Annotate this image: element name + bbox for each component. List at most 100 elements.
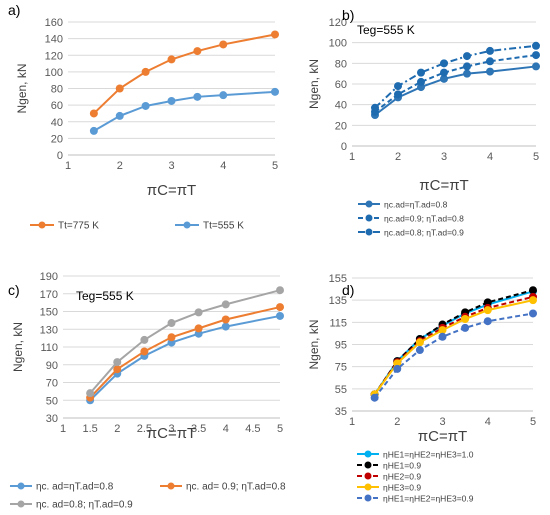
legend-swatch-marker	[38, 221, 46, 229]
panel-label: c)	[8, 282, 20, 298]
data-point	[529, 309, 537, 318]
x-tick-label: 5	[533, 151, 539, 163]
data-point	[276, 303, 284, 312]
x-tick-label: 1	[65, 160, 71, 172]
y-tick-label: 120	[45, 50, 63, 62]
x-tick-label: 3.5	[191, 423, 206, 435]
series-line-5	[373, 312, 534, 399]
data-point	[463, 69, 471, 78]
legend-swatch-marker	[365, 214, 373, 222]
y-tick-label: 55	[335, 384, 347, 396]
y-tick-label: 70	[46, 378, 58, 390]
series-line-3	[373, 295, 534, 395]
data-point	[140, 335, 149, 344]
x-tick-label: 4.5	[245, 423, 260, 435]
y-tick-label: 90	[46, 360, 58, 372]
data-point	[167, 96, 176, 105]
y-tick-label: 50	[46, 395, 58, 407]
x-tick-label: 4	[223, 423, 229, 435]
data-point	[271, 87, 279, 96]
y-tick-label: 80	[335, 58, 347, 70]
data-point	[167, 319, 176, 328]
y-tick-label: 30	[46, 413, 58, 425]
panel-label: a)	[8, 2, 20, 18]
x-tick-label: 1	[349, 151, 355, 163]
y-tick-label: 95	[335, 340, 347, 352]
y-tick-label: 160	[45, 17, 63, 29]
x-tick-label: 3	[168, 423, 174, 435]
data-point	[417, 77, 425, 86]
legend-entry: ηc.ad=0.8; ηT.ad=0.9	[384, 228, 464, 238]
x-axis-title: πC=πT	[147, 182, 196, 199]
y-tick-label: 120	[329, 17, 347, 29]
legend-swatch-marker	[167, 482, 175, 490]
legend-swatch-marker	[364, 483, 372, 491]
data-point	[194, 308, 203, 317]
data-point	[141, 101, 150, 110]
y-tick-label: 20	[335, 120, 347, 132]
x-tick-label: 2.5	[137, 423, 152, 435]
y-tick-label: 190	[40, 271, 58, 283]
data-point	[440, 68, 448, 77]
legend-entry: ηc. ad= 0.9; ηT.ad=0.8	[186, 482, 286, 493]
chart-panel-2: 0 20 40 60 80 100 120 1 2 3 4 5 Ngen, kN πC=πT b)Teg=5…	[307, 7, 540, 238]
y-tick-label: 155	[329, 273, 347, 285]
x-tick-label: 2	[395, 151, 401, 163]
x-tick-label: 3	[441, 151, 447, 163]
legend-entry: ηHE1=0.9	[383, 461, 421, 471]
data-point	[529, 296, 537, 305]
data-point	[89, 126, 98, 135]
y-tick-label: 75	[335, 362, 347, 374]
y-tick-label: 35	[335, 406, 347, 418]
data-point	[371, 103, 379, 112]
legend-entry: Tt=555 K	[203, 221, 244, 232]
data-point	[529, 286, 537, 295]
data-point	[415, 346, 424, 355]
legend-entry: ηHE1=ηHE2=ηHE3=0.9	[383, 494, 474, 504]
legend-swatch-marker	[364, 461, 372, 469]
x-tick-label: 3	[439, 416, 445, 428]
data-point	[440, 74, 448, 83]
legend-entry: ηHE3=0.9	[383, 483, 421, 493]
series-line-2	[93, 90, 276, 132]
chart-annotation: Teg=555 K	[76, 289, 134, 303]
y-tick-label: 40	[51, 117, 63, 129]
x-tick-label: 1.5	[82, 423, 97, 435]
x-axis-title: πC=πT	[419, 177, 468, 194]
chart-annotation: Teg=555 K	[357, 23, 415, 37]
data-point	[193, 92, 202, 101]
y-tick-label: 110	[40, 342, 58, 354]
x-tick-label: 4	[220, 160, 226, 172]
data-point	[113, 365, 122, 374]
data-point	[221, 300, 230, 309]
series-line-1	[89, 314, 281, 401]
x-tick-label: 4	[485, 416, 491, 428]
data-point	[438, 332, 447, 341]
data-point	[219, 40, 228, 49]
data-point	[115, 111, 124, 120]
legend-entry: ηHE2=0.9	[383, 472, 421, 482]
data-point	[370, 393, 379, 402]
data-point	[89, 109, 98, 118]
series-line-1	[373, 290, 534, 395]
data-point	[461, 315, 470, 324]
x-axis-title: πC=πT	[418, 428, 467, 445]
series-line-3	[89, 289, 281, 394]
chart-panel-3: 30 50 70 90 110 130 150 170 190 1 1.5 2 2.5 3 3.5 4 4.5 5…	[8, 271, 286, 511]
y-axis-title: Ngen, kN	[307, 319, 321, 369]
data-point	[276, 286, 284, 295]
data-point	[193, 47, 202, 56]
data-point	[221, 322, 230, 331]
data-point	[486, 67, 494, 76]
data-point	[463, 52, 471, 61]
x-tick-label: 3	[168, 160, 174, 172]
y-axis-title: Ngen, kN	[15, 63, 29, 113]
y-axis-title: Ngen, kN	[307, 59, 321, 109]
legend-swatch-marker	[183, 221, 191, 229]
x-tick-label: 2	[117, 160, 123, 172]
y-tick-label: 80	[51, 84, 63, 96]
x-tick-label: 2	[394, 416, 400, 428]
x-tick-label: 4	[487, 151, 493, 163]
data-point	[461, 323, 470, 332]
y-tick-label: 140	[45, 34, 63, 46]
